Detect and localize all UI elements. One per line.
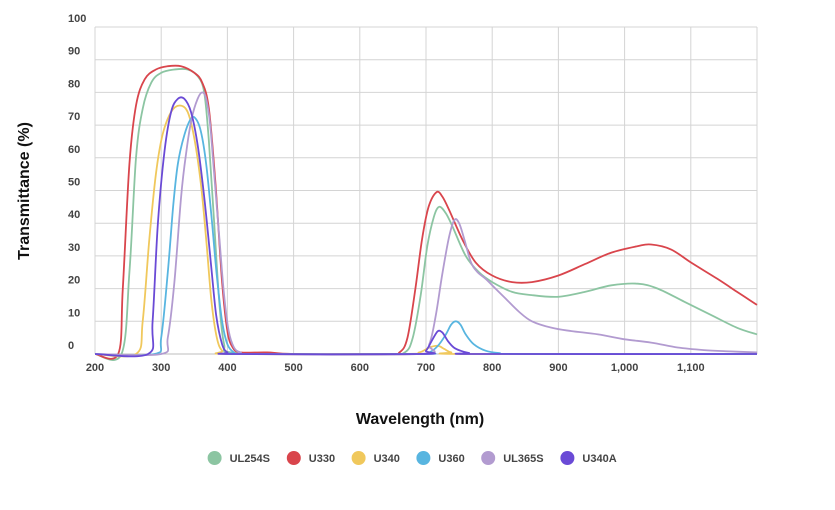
- y-tick-label: 100: [68, 13, 86, 25]
- legend-swatch: [481, 451, 496, 465]
- x-axis-title: Wavelength (nm): [356, 411, 484, 428]
- legend-item-ul365s[interactable]: UL365S: [481, 451, 544, 465]
- series-line-u330: [94, 64, 758, 360]
- legend-swatch: [207, 451, 222, 465]
- y-tick-label: 90: [68, 46, 80, 58]
- legend-item-ul254s[interactable]: UL254S: [207, 451, 270, 465]
- legend-item-u360[interactable]: U360: [416, 451, 465, 465]
- x-tick-label: 900: [549, 362, 567, 374]
- series-line-u340a: [94, 96, 758, 358]
- x-tick-label: 1,000: [611, 362, 639, 374]
- y-tick-label: 50: [68, 177, 80, 189]
- y-tick-label: 80: [68, 78, 80, 90]
- y-axis-title: Transmittance (%): [16, 122, 33, 260]
- series-layer: [94, 64, 758, 361]
- legend-label: U360: [438, 453, 464, 465]
- x-tick-label: 200: [86, 362, 104, 374]
- series-line-u360: [94, 115, 758, 357]
- y-tick-layer: 0 10 20 30 40 50 60 70 80 90 100: [68, 13, 86, 352]
- legend: UL254S U330 U340 U360 UL365S U340A: [207, 451, 617, 465]
- legend-item-u340a[interactable]: U340A: [560, 451, 617, 465]
- legend-label: UL365S: [503, 453, 543, 465]
- y-tick-label: 20: [68, 275, 80, 287]
- x-tick-label: 300: [152, 362, 170, 374]
- legend-item-u330[interactable]: U330: [286, 451, 335, 465]
- x-tick-layer: 200 300 400 500 600 700 800 900 1,000 1,100: [86, 362, 705, 374]
- x-tick-label: 500: [284, 362, 302, 374]
- grid-layer: [94, 26, 758, 355]
- x-tick-label: 800: [483, 362, 501, 374]
- x-tick-label: 400: [218, 362, 236, 374]
- legend-item-u340[interactable]: U340: [351, 451, 400, 465]
- series-line-u340: [94, 104, 758, 358]
- legend-label: U340: [374, 453, 400, 465]
- legend-swatch: [560, 451, 575, 465]
- series-line-ul254s: [94, 67, 758, 361]
- legend-swatch: [286, 451, 301, 465]
- y-tick-label: 0: [68, 340, 74, 352]
- legend-label: U330: [309, 453, 335, 465]
- x-tick-label: 600: [351, 362, 369, 374]
- x-tick-label: 700: [417, 362, 435, 374]
- legend-label: U340A: [582, 453, 616, 465]
- y-tick-label: 60: [68, 144, 80, 156]
- y-tick-label: 40: [68, 209, 80, 221]
- legend-swatch: [351, 451, 366, 465]
- legend-swatch: [416, 451, 431, 465]
- series-line-ul365s: [94, 91, 758, 357]
- y-tick-label: 30: [68, 242, 80, 254]
- y-tick-label: 10: [68, 307, 80, 319]
- x-tick-label: 1,100: [677, 362, 705, 374]
- legend-label: UL254S: [230, 453, 270, 465]
- y-tick-label: 70: [68, 111, 80, 123]
